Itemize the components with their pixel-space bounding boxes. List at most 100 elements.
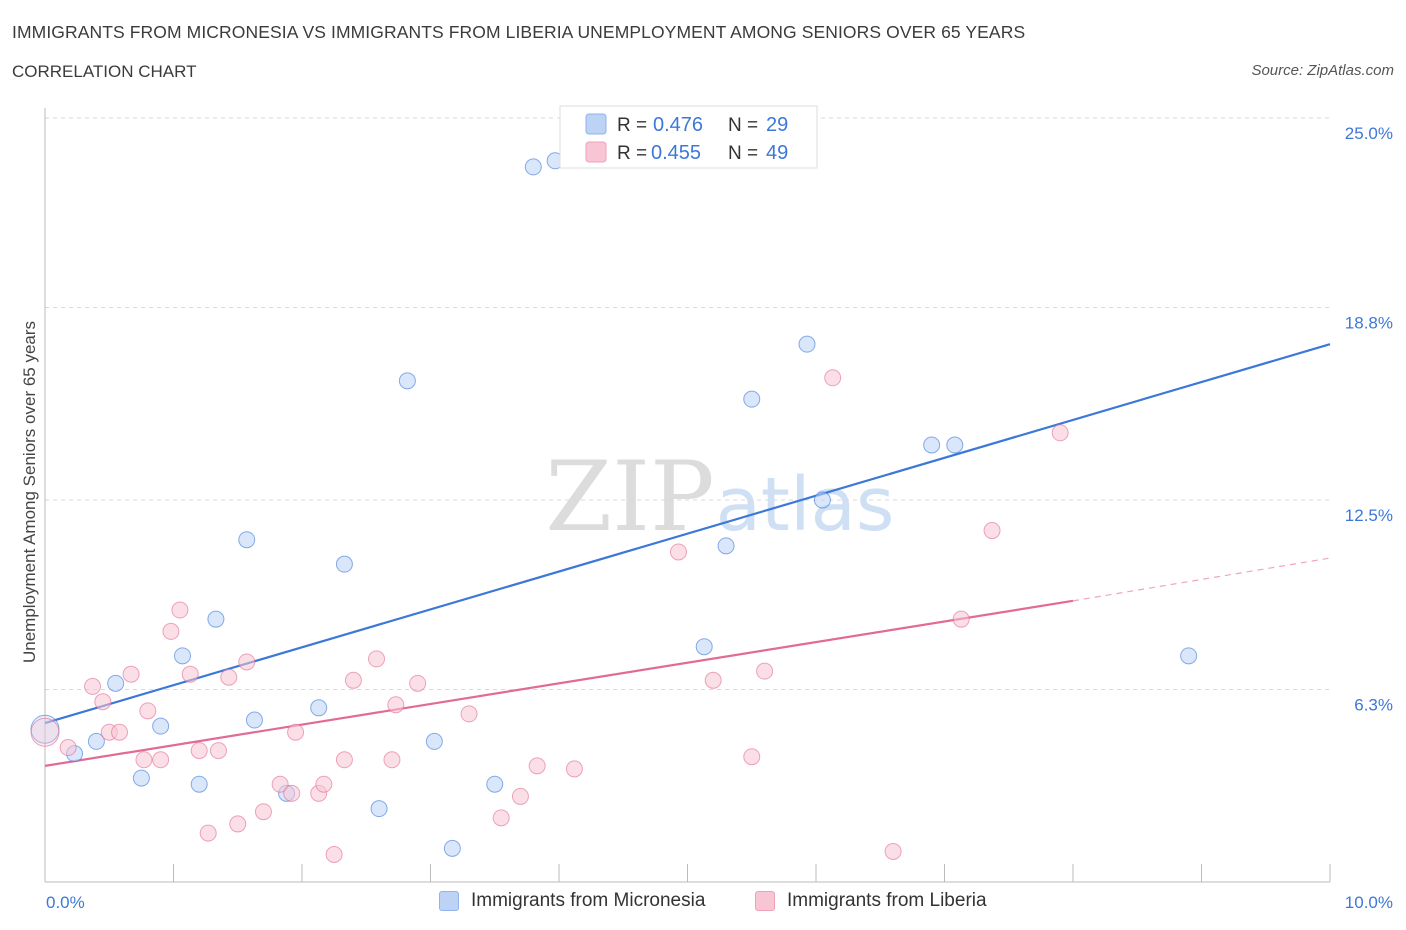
legend-swatch-liberia bbox=[585, 141, 607, 163]
legend-label-micronesia: Immigrants from Micronesia bbox=[471, 890, 706, 911]
x-tick-label: 0.0% bbox=[46, 893, 85, 912]
chart-title: IMMIGRANTS FROM MICRONESIA VS IMMIGRANTS… bbox=[12, 22, 1026, 42]
point-micronesia bbox=[87, 732, 105, 750]
legend-swatch-liberia bbox=[755, 891, 775, 911]
point-liberia bbox=[199, 824, 217, 842]
data-points bbox=[30, 152, 1198, 863]
point-liberia bbox=[315, 775, 333, 793]
legend-item-liberia: Immigrants from Liberia bbox=[755, 890, 987, 912]
point-liberia bbox=[111, 723, 129, 741]
trend-lines bbox=[44, 343, 1331, 767]
point-micronesia bbox=[207, 610, 225, 628]
point-micronesia bbox=[173, 647, 191, 665]
gridlines bbox=[45, 117, 1330, 690]
point-liberia bbox=[59, 739, 77, 757]
point-liberia bbox=[368, 650, 386, 668]
point-micronesia bbox=[335, 555, 353, 573]
point-micronesia bbox=[425, 732, 443, 750]
point-liberia bbox=[209, 742, 227, 760]
point-liberia bbox=[704, 671, 722, 689]
point-micronesia bbox=[398, 372, 416, 390]
point-liberia bbox=[94, 693, 112, 711]
legend-n-micronesia: 29 bbox=[766, 114, 788, 136]
point-liberia bbox=[952, 610, 970, 628]
point-liberia bbox=[824, 369, 842, 387]
legend-swatch-micronesia bbox=[439, 891, 459, 911]
point-liberia bbox=[139, 702, 157, 720]
point-micronesia bbox=[107, 674, 125, 692]
legend-n-label: N = bbox=[728, 115, 758, 136]
legend-r-label: R = bbox=[617, 115, 647, 136]
legend-n-liberia: 49 bbox=[766, 142, 788, 164]
point-liberia bbox=[190, 742, 208, 760]
y-tick-label: 12.5% bbox=[1345, 506, 1393, 525]
legend-r-micronesia: 0.476 bbox=[653, 114, 703, 136]
y-tick-label: 18.8% bbox=[1345, 313, 1393, 332]
point-micronesia bbox=[946, 436, 964, 454]
legend-n-label: N = bbox=[728, 143, 758, 164]
point-micronesia bbox=[813, 491, 831, 509]
point-liberia bbox=[229, 815, 247, 833]
point-liberia bbox=[983, 522, 1001, 540]
point-micronesia bbox=[486, 775, 504, 793]
point-micronesia bbox=[923, 436, 941, 454]
trend-line-extension bbox=[1072, 557, 1331, 602]
y-tick-labels: 6.3% 12.5% 18.8% 25.0% bbox=[1345, 124, 1393, 714]
correlation-legend: R = 0.476 N = 29 R = 0.455 N = 49 bbox=[559, 105, 818, 169]
bottom-legend: Immigrants from Micronesia Immigrants fr… bbox=[0, 890, 1406, 916]
point-liberia bbox=[287, 723, 305, 741]
point-liberia bbox=[181, 665, 199, 683]
point-liberia bbox=[271, 775, 289, 793]
y-tick-label: 25.0% bbox=[1345, 124, 1393, 143]
point-micronesia bbox=[238, 531, 256, 549]
point-micronesia bbox=[310, 699, 328, 717]
point-liberia bbox=[670, 543, 688, 561]
point-liberia bbox=[344, 671, 362, 689]
point-micronesia bbox=[152, 717, 170, 735]
point-micronesia bbox=[798, 335, 816, 353]
point-liberia bbox=[238, 653, 256, 671]
point-liberia bbox=[325, 845, 343, 863]
point-micronesia bbox=[245, 711, 263, 729]
x-tick-label: 10.0% bbox=[1345, 893, 1393, 912]
point-liberia bbox=[84, 677, 102, 695]
point-liberia bbox=[743, 748, 761, 766]
y-axis-label: Unemployment Among Seniors over 65 years bbox=[20, 321, 39, 663]
point-liberia bbox=[511, 787, 529, 805]
point-liberia bbox=[409, 674, 427, 692]
point-micronesia bbox=[743, 390, 761, 408]
point-liberia bbox=[492, 809, 510, 827]
point-micronesia bbox=[370, 800, 388, 818]
watermark-zip: ZIP bbox=[545, 441, 714, 553]
point-liberia bbox=[335, 751, 353, 769]
point-liberia bbox=[171, 601, 189, 619]
source-label: Source: ZipAtlas.com bbox=[1251, 62, 1394, 79]
legend-swatch-micronesia bbox=[585, 113, 607, 135]
legend-label-liberia: Immigrants from Liberia bbox=[787, 890, 987, 911]
chart-subtitle: CORRELATION CHART bbox=[12, 62, 197, 81]
trend-line bbox=[44, 343, 1331, 725]
trend-line bbox=[44, 599, 1074, 767]
legend-item-micronesia: Immigrants from Micronesia bbox=[439, 890, 705, 912]
y-tick-label: 6.3% bbox=[1354, 695, 1393, 714]
watermark-atlas: atlas bbox=[716, 462, 895, 548]
point-micronesia bbox=[717, 537, 735, 555]
point-liberia bbox=[254, 803, 272, 821]
point-liberia bbox=[220, 668, 238, 686]
point-liberia bbox=[283, 784, 301, 802]
axes bbox=[44, 108, 1331, 883]
point-liberia bbox=[383, 751, 401, 769]
point-liberia bbox=[135, 751, 153, 769]
point-liberia bbox=[387, 696, 405, 714]
point-liberia bbox=[460, 705, 478, 723]
point-micronesia bbox=[190, 775, 208, 793]
point-liberia bbox=[884, 842, 902, 860]
point-micronesia bbox=[132, 769, 150, 787]
point-micronesia bbox=[524, 158, 542, 176]
point-micronesia bbox=[1180, 647, 1198, 665]
point-micronesia bbox=[695, 638, 713, 656]
point-liberia bbox=[565, 760, 583, 778]
legend-r-liberia: 0.455 bbox=[651, 142, 701, 164]
point-liberia bbox=[528, 757, 546, 775]
